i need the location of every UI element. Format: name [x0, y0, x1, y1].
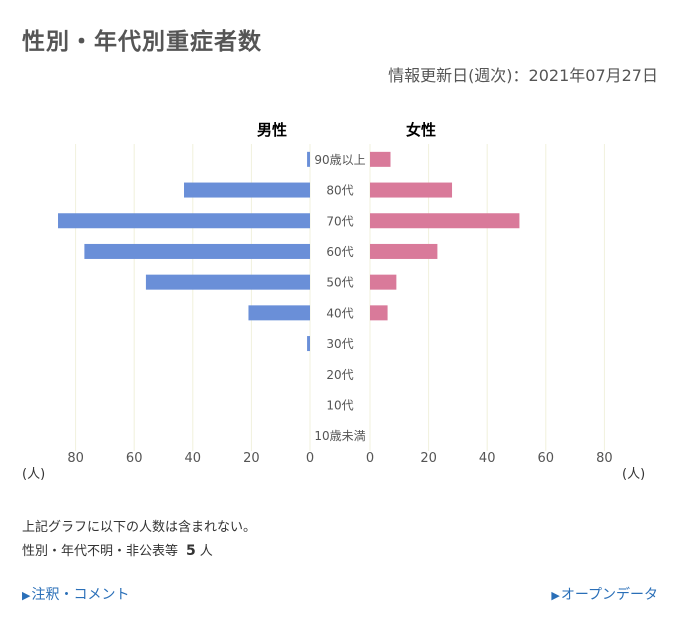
female-axis-tick-label: 0	[366, 451, 374, 466]
male-bar	[58, 213, 310, 229]
tick-labels: 80 80 60 60 40 40 20 20 0 0	[67, 451, 612, 466]
category-label: 40代	[326, 306, 353, 320]
male-axis-tick-label: 40	[185, 451, 202, 466]
male-bar	[307, 151, 310, 167]
category-label: 90歳以上	[314, 153, 365, 167]
male-bar	[84, 243, 310, 259]
male-legend-label: 男性	[257, 121, 287, 139]
exclusion-note: 上記グラフに以下の人数は含まれない。	[22, 520, 257, 535]
male-bar	[184, 182, 310, 198]
unknown-count-value: 5	[186, 543, 196, 559]
female-axis-tick-label: 40	[479, 451, 496, 466]
category-label: 30代	[326, 337, 353, 351]
female-axis-tick-label: 60	[538, 451, 555, 466]
unit-label-left: (人)	[22, 467, 45, 482]
triangle-right-icon: ▶	[551, 589, 560, 602]
triangle-right-icon: ▶	[22, 589, 31, 602]
page-title: 性別・年代別重症者数	[22, 29, 262, 55]
comments-link-label: 注釈・コメント	[31, 587, 130, 603]
unknown-count-label: 性別・年代不明・非公表等	[22, 544, 179, 559]
open-data-link-label: オープンデータ	[560, 587, 658, 603]
bars	[58, 151, 520, 352]
female-bar	[370, 182, 453, 198]
female-bar	[370, 305, 388, 321]
category-labels: 90歳以上 80代 70代 60代 50代 40代 30代 20代 10代 10歳未満	[314, 153, 365, 443]
category-label: 80代	[326, 184, 353, 198]
female-bar	[370, 243, 438, 259]
male-axis-tick-label: 80	[67, 451, 84, 466]
unit-label-right: (人)	[622, 467, 645, 482]
category-label: 10歳未満	[314, 429, 365, 443]
category-label: 60代	[326, 245, 353, 259]
population-pyramid-chart: 男性 女性 90歳以上 80代 70代 60代 50代 40代 30代 20代 10代 10歳未満…	[22, 121, 645, 482]
male-bar	[248, 305, 310, 321]
male-bar	[307, 336, 310, 352]
category-label: 50代	[326, 276, 353, 290]
open-data-link[interactable]: ▶オープンデータ	[551, 584, 658, 604]
male-axis-tick-label: 60	[126, 451, 143, 466]
female-bar	[370, 151, 391, 167]
category-label: 70代	[326, 214, 353, 228]
male-bar	[145, 274, 310, 290]
female-legend-label: 女性	[406, 121, 436, 139]
unknown-count-unit: 人	[199, 544, 213, 559]
female-bar	[370, 274, 397, 290]
female-axis-tick-label: 20	[420, 451, 437, 466]
unknown-count-row: 性別・年代不明・非公表等 5 人	[22, 540, 213, 559]
category-label: 10代	[326, 398, 353, 412]
female-axis-tick-label: 80	[596, 451, 613, 466]
update-info: 情報更新日(週次)：2021年07月27日	[388, 66, 658, 85]
category-label: 20代	[326, 368, 353, 382]
male-axis-tick-label: 20	[243, 451, 260, 466]
comments-link[interactable]: ▶注釈・コメント	[22, 584, 129, 604]
female-bar	[370, 213, 520, 229]
male-axis-tick-label: 0	[306, 451, 314, 466]
